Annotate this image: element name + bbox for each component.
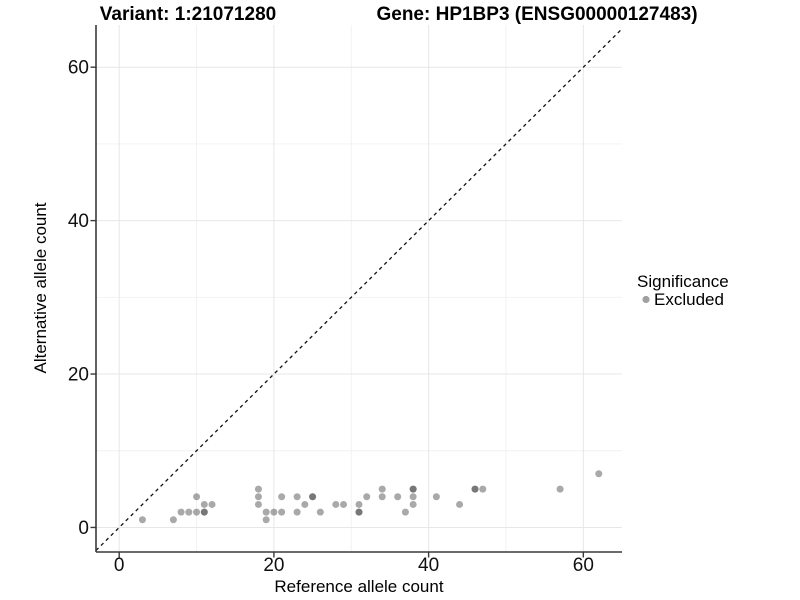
x-tick-label: 40: [418, 555, 439, 576]
scatter-point: [262, 508, 270, 516]
scatter-point: [193, 508, 201, 516]
scatter-point: [185, 508, 193, 516]
scatter-point: [332, 500, 340, 508]
legend-item-label: Excluded: [654, 290, 724, 309]
scatter-point: [471, 485, 479, 493]
scatter-point: [301, 500, 309, 508]
scatter-point: [340, 500, 348, 508]
scatter-point: [595, 470, 603, 478]
scatter-point: [378, 493, 386, 501]
scatter-point: [278, 493, 286, 501]
scatter-point: [471, 485, 479, 493]
scatter-point: [409, 500, 417, 508]
scatter-point: [193, 493, 201, 501]
scatter-point: [254, 500, 262, 508]
scatter-point: [200, 508, 208, 516]
identity-line: [95, 29, 622, 551]
scatter-point: [293, 493, 301, 501]
scatter-point: [208, 500, 216, 508]
gridlines: [96, 25, 622, 552]
y-tick-label: 20: [68, 365, 89, 386]
scatter-point: [278, 508, 286, 516]
scatter-point: [394, 493, 402, 501]
scatter-point: [293, 508, 301, 516]
scatter-point: [409, 493, 417, 501]
scatter-point: [138, 516, 146, 524]
scatter-point: [456, 500, 464, 508]
scatter-point: [200, 500, 208, 508]
scatter-point: [432, 493, 440, 501]
legend-title: Significance: [637, 272, 729, 291]
plot-title-gene: Gene: HP1BP3 (ENSG00000127483): [376, 4, 697, 25]
scatter-point: [409, 485, 417, 493]
scatter-point: [479, 485, 487, 493]
scatter-point: [200, 508, 208, 516]
scatter-point: [309, 493, 317, 501]
axis-ticks: 0 20 40 60 0 20 40 60: [68, 58, 594, 576]
scatter-point: [270, 508, 278, 516]
scatter-point: [401, 508, 409, 516]
scatter-point: [355, 508, 363, 516]
plot-layers: [95, 29, 622, 551]
plot-title-variant: Variant: 1:21071280: [100, 4, 276, 25]
scatter-point: [309, 493, 317, 501]
scatter-point: [378, 485, 386, 493]
scatter-point: [169, 516, 177, 524]
scatter-point: [177, 508, 185, 516]
y-tick-label: 0: [78, 518, 89, 539]
x-tick-label: 60: [573, 555, 594, 576]
scatter-point: [316, 508, 324, 516]
scatter-point: [556, 485, 564, 493]
scatter-point: [262, 516, 270, 524]
x-tick-label: 20: [263, 555, 284, 576]
y-tick-label: 40: [68, 211, 89, 232]
scatter-point: [409, 485, 417, 493]
x-axis-label: Reference allele count: [274, 577, 443, 596]
legend: Significance Excluded: [637, 272, 729, 309]
scatter-point: [254, 485, 262, 493]
scatter-point: [363, 493, 371, 501]
y-tick-label: 60: [68, 58, 89, 79]
scatter-point: [355, 508, 363, 516]
scatter-point: [254, 493, 262, 501]
legend-point-icon: [642, 295, 650, 304]
y-axis-label: Alternative allele count: [31, 202, 50, 373]
x-tick-label: 0: [114, 555, 125, 576]
scatter-point: [355, 500, 363, 508]
